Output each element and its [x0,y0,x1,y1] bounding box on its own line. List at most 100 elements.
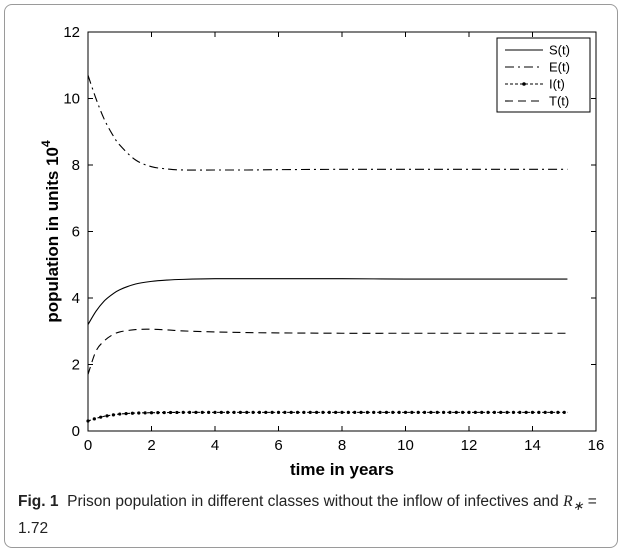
series-marker-i [391,410,395,414]
series-marker-i [219,410,223,414]
series-marker-i [175,410,179,415]
series-marker-i [111,413,115,417]
series-marker-i [562,410,566,414]
series-line-et [87,75,568,171]
series-marker-i [86,419,90,423]
series-marker-i [168,410,173,415]
series-marker-i [276,410,281,414]
series-marker-i [257,410,262,414]
y-tick-label: 0 [72,423,80,440]
series-marker-i [315,410,319,414]
series-marker-i [137,411,141,415]
line-chart: 0 2 4 6 8 10 12 14 16 0 2 4 6 8 10 12 time in years popul… [39,24,605,479]
series-marker-i [442,410,446,414]
series-marker-i [499,410,503,414]
x-tick-label: 14 [524,437,541,454]
series-marker-i [232,410,236,414]
legend-label-et: E(t) [549,60,570,75]
series-marker-i [429,410,433,414]
series-marker-i [461,410,465,414]
legend-label-tt: T(t) [549,94,569,109]
series-marker-i [518,410,522,414]
series-marker-i [492,410,496,414]
series-marker-i [365,410,369,414]
x-axis-label: time in years [290,460,394,479]
series-marker-i [302,410,306,414]
series-marker-i [353,410,357,414]
series-marker-i [295,410,300,414]
y-tick-label: 12 [63,24,80,41]
series-marker-i [530,410,535,414]
x-tick-label: 16 [588,437,605,454]
series-marker-i [213,410,217,414]
series-marker-i [505,410,509,414]
series-marker-i [422,410,427,414]
y-axis-label-superscript: 4 [39,140,53,147]
series-marker-i [264,410,268,414]
series-marker-i [486,410,490,414]
series-marker-i [378,410,382,414]
series-marker-i [327,410,331,414]
series-marker-i [556,410,560,414]
series-marker-i [105,414,109,418]
series-marker-i [181,410,185,414]
series-marker-i [467,410,471,414]
x-tick-label: 2 [147,437,155,454]
caption-fig-label: Fig. 1 [18,493,59,510]
y-tick-label: 6 [72,224,80,241]
series-marker-i [384,410,389,414]
series-marker-i [308,410,312,414]
series-marker-i [194,410,198,414]
series-marker-i [410,410,414,414]
series-marker-i [149,411,154,415]
x-tick-label: 12 [461,437,478,454]
series-marker-i [283,410,287,414]
caption-text: Prison population in different classes w… [67,493,564,510]
legend-marker-i [522,82,526,86]
caption-math-symbol: R∗ [563,493,584,514]
series-marker-i [448,410,452,414]
series-marker-i [92,417,96,421]
series-marker-i [238,410,242,414]
series-marker-i [416,410,420,414]
series-marker-i [245,410,249,414]
series-marker-i [251,410,255,414]
series-marker-i [162,410,166,415]
series-marker-i [200,410,204,414]
series-marker-i [188,410,192,414]
y-tick-label: 2 [72,357,80,374]
legend-label-st: S(t) [549,43,570,58]
series-marker-i [99,415,103,419]
series-marker-i [130,411,135,415]
series-marker-i [270,410,274,414]
y-axis-label: population in units 104 [39,140,62,323]
series-marker-i [537,410,541,414]
x-tick-label: 4 [211,437,219,454]
caption-text-end: = 1.72 [18,493,597,538]
y-tick-label: 10 [63,91,80,108]
series-line-st [87,278,568,325]
series-marker-i [473,410,477,414]
series-marker-i [346,410,350,414]
series-marker-i [524,410,528,414]
series-marker-i [372,410,376,414]
series-marker-i [334,410,338,414]
series-marker-i [454,410,458,414]
x-tick-label: 8 [338,437,346,454]
series-marker-i [118,412,122,416]
figure-caption: Fig. 1 Prison population in different cl… [18,490,608,540]
x-tick-label: 0 [84,437,92,454]
series-marker-i [226,410,230,414]
series-marker-i [397,410,401,414]
series-marker-i [143,411,147,415]
series-marker-i [340,410,344,414]
series-marker-i [435,410,439,414]
series-marker-i [549,410,554,414]
y-tick-label: 4 [72,290,80,307]
series-marker-i [543,410,547,414]
x-tick-label: 6 [274,437,282,454]
series-marker-i [480,410,484,414]
series-line-it [87,411,568,422]
series-marker-i [403,410,408,414]
series-marker-i [124,412,128,416]
